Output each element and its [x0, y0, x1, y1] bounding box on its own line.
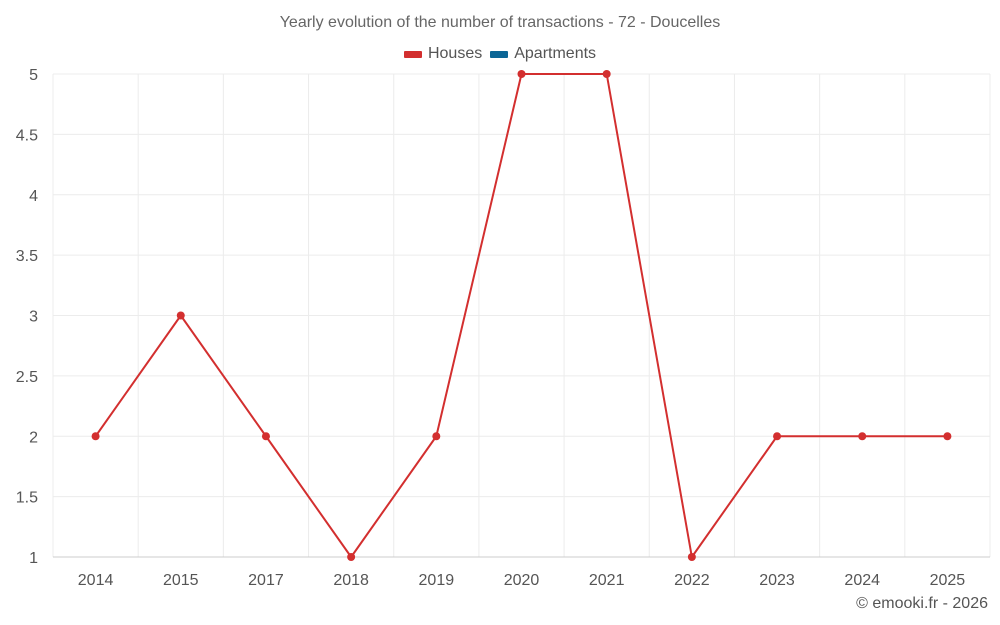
x-tick-label: 2023	[759, 572, 795, 589]
x-tick-label: 2021	[589, 572, 625, 589]
x-tick-label: 2022	[674, 572, 710, 589]
y-tick-label: 1.5	[16, 490, 38, 507]
data-point-houses	[773, 432, 782, 441]
x-tick-label: 2019	[419, 572, 455, 589]
x-tick-label: 2015	[163, 572, 199, 589]
data-point-houses	[858, 432, 867, 441]
y-tick-label: 3	[29, 309, 38, 326]
x-tick-label: 2017	[248, 572, 284, 589]
legend-swatch-houses	[403, 50, 422, 58]
data-point-houses	[91, 432, 100, 441]
data-point-houses	[176, 311, 185, 320]
credit-text: © emooki.fr - 2026	[856, 595, 988, 612]
legend-label-houses: Houses	[427, 45, 483, 62]
data-point-houses	[432, 432, 441, 441]
y-tick-label: 5	[29, 67, 38, 84]
data-point-houses	[602, 70, 611, 78]
data-point-houses	[347, 553, 356, 561]
x-tick-label: 2025	[930, 572, 966, 589]
data-point-houses	[517, 70, 526, 78]
data-point-houses	[943, 432, 952, 441]
chart-title: Yearly evolution of the number of transa…	[279, 14, 721, 31]
y-tick-label: 1	[29, 550, 38, 567]
x-tick-label: 2020	[504, 572, 540, 589]
x-tick-label: 2018	[333, 572, 369, 589]
y-tick-label: 4	[29, 188, 38, 205]
legend-item-houses[interactable]: Houses	[403, 45, 483, 63]
data-point-houses	[261, 432, 270, 441]
data-point-houses	[687, 553, 696, 561]
y-tick-label: 3.5	[16, 248, 38, 265]
legend-label-apartments: Apartments	[514, 45, 597, 62]
x-tick-label: 2014	[78, 572, 114, 589]
legend-item-apartments[interactable]: Apartments	[490, 45, 596, 63]
y-tick-label: 4.5	[16, 127, 38, 144]
x-tick-label: 2024	[844, 572, 880, 589]
legend-swatch-apartments	[490, 50, 509, 58]
y-tick-label: 2.5	[16, 369, 38, 386]
legend: Houses Apartments	[0, 45, 1000, 63]
y-tick-label: 2	[29, 429, 38, 446]
